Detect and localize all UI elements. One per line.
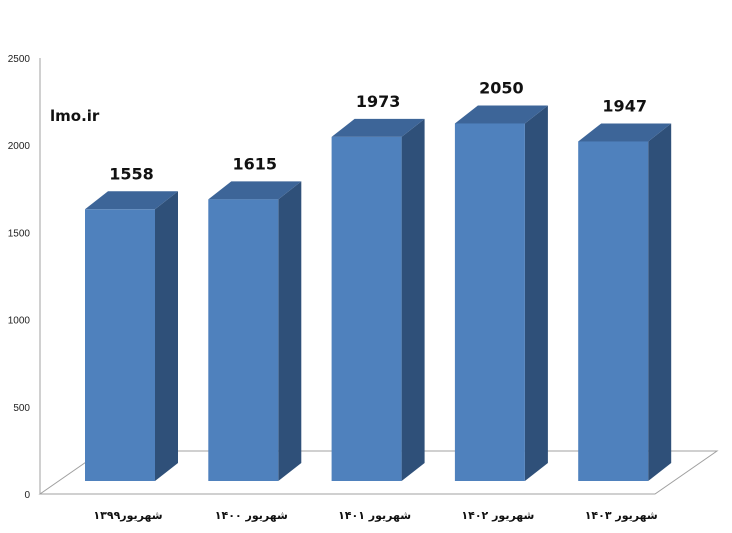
x-tick-label: شهریور ۱۴۰۳	[585, 509, 658, 522]
bars: 1558 1615 1973 2050 1947	[85, 78, 672, 482]
data-label: 1947	[602, 96, 647, 115]
bar: 1973	[331, 92, 425, 481]
data-label: 1558	[109, 164, 154, 183]
bar: 1947	[578, 96, 672, 481]
bar-front	[578, 141, 649, 481]
bar-side	[401, 118, 425, 481]
bar-side	[278, 181, 302, 481]
floor-plane	[38, 450, 719, 495]
data-label: 2050	[479, 78, 524, 97]
y-tick-label: 500	[13, 403, 30, 414]
bar: 2050	[454, 78, 548, 481]
y-tick-label: 1000	[8, 316, 31, 327]
data-label: 1973	[356, 92, 401, 111]
bar-top	[85, 191, 178, 210]
bar-side	[524, 105, 548, 481]
bar-top	[454, 105, 548, 124]
bar-front	[208, 199, 279, 481]
bar-front	[454, 123, 525, 481]
y-tick-label: 0	[24, 490, 30, 501]
y-tick-label: 2000	[8, 141, 31, 152]
x-tick-label: شهریور ۱۴۰۱	[338, 509, 411, 522]
bar-front	[85, 209, 155, 482]
axes: 0 500 1000 1500 2000 2500 شهریور۱۳۹۹ شهریور ۱۴۰…	[8, 54, 719, 522]
bar-top	[578, 123, 672, 142]
bar-side	[155, 191, 178, 482]
x-tick-label: شهریور ۱۴۰۲	[461, 509, 534, 522]
bar-top	[208, 181, 302, 200]
watermark: lmo.ir	[50, 107, 100, 125]
bar: 1558	[85, 164, 178, 482]
data-label: 1615	[233, 154, 278, 173]
y-tick-label: 2500	[8, 54, 31, 65]
x-tick-label: شهریور۱۳۹۹	[93, 509, 162, 522]
bar-front	[331, 136, 402, 481]
bar-top	[331, 118, 425, 137]
x-tick-label: شهریور ۱۴۰۰	[215, 509, 288, 522]
y-tick-label: 1500	[8, 228, 31, 239]
bar: 1615	[208, 154, 302, 481]
bar-side	[648, 123, 672, 481]
